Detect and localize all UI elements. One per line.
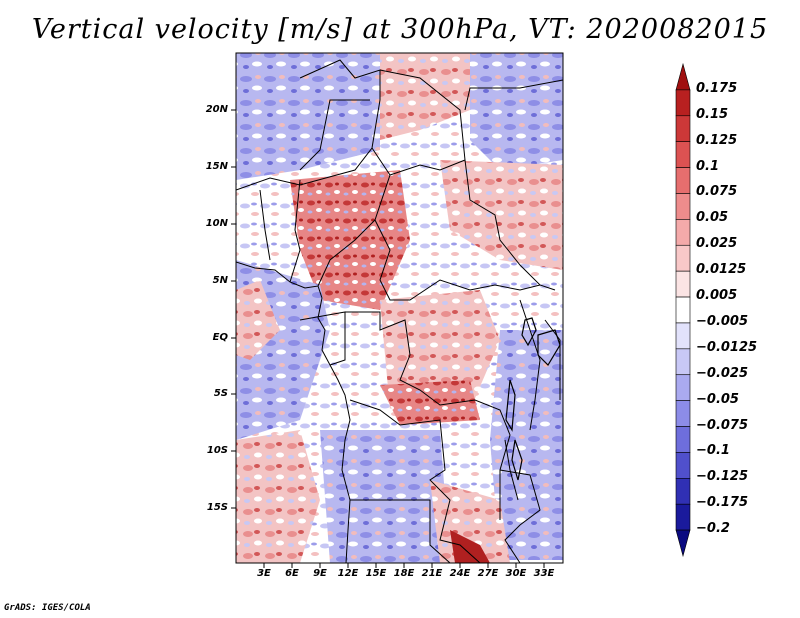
colorbar-label: 0.075 — [696, 184, 738, 200]
lakes — [505, 317, 561, 481]
lon-label-15e: 15E — [365, 568, 387, 579]
lat-label-5s: 5S — [213, 388, 228, 399]
country-borders — [236, 59, 563, 563]
colorbar-label: 0.1 — [696, 158, 720, 174]
colorbar — [675, 62, 691, 558]
lon-label-21e: 21E — [421, 568, 443, 579]
colorbar-segment — [675, 244, 691, 272]
colorbar-segment — [675, 322, 691, 350]
lat-label-15n: 15N — [205, 161, 228, 172]
lat-ticks — [231, 109, 236, 509]
lon-label-30e: 30E — [505, 568, 527, 579]
colorbar-segment — [675, 89, 691, 117]
colorbar-label: 0.0125 — [696, 262, 747, 278]
colorbar-segment — [675, 167, 691, 194]
lon-label-24e: 24E — [449, 568, 471, 579]
lon-label-27e: 27E — [477, 568, 499, 579]
colorbar-label: 0.005 — [696, 288, 738, 304]
colorbar-segment — [675, 193, 691, 220]
colorbar-label: −0.005 — [696, 313, 749, 329]
colorbar-segment — [675, 115, 691, 142]
colorbar-segment — [675, 452, 691, 479]
lat-label-eq: EQ — [212, 332, 228, 343]
colorbar-label: −0.1 — [696, 443, 730, 459]
colorbar-label: 0.025 — [696, 236, 738, 252]
lat-label-15s: 15S — [206, 502, 228, 513]
colorbar-label: −0.025 — [696, 365, 749, 381]
colorbar-label: 0.175 — [696, 80, 738, 96]
colorbar-label: −0.05 — [696, 391, 739, 407]
colorbar-segment — [675, 270, 691, 298]
colorbar-segment — [675, 400, 691, 427]
colorbar-segment — [675, 141, 691, 168]
lon-label-6e: 6E — [285, 568, 299, 579]
colorbar-label: −0.075 — [696, 417, 749, 433]
colorbar-segment — [675, 374, 691, 401]
colorbar-segment — [675, 529, 691, 558]
colorbar-segment — [675, 348, 691, 376]
colorbar-segment — [675, 62, 691, 91]
colorbar-segment — [675, 426, 691, 453]
map-frame — [235, 52, 564, 564]
lon-label-12e: 12E — [337, 568, 359, 579]
colorbar-label: 0.125 — [696, 132, 738, 148]
lon-ticks — [263, 563, 545, 568]
lon-label-18e: 18E — [393, 568, 415, 579]
colorbar-label: −0.175 — [696, 495, 749, 511]
colorbar-label: 0.15 — [696, 106, 729, 122]
velocity-field — [236, 53, 563, 563]
lat-label-10s: 10S — [206, 445, 228, 456]
colorbar-segment — [675, 296, 691, 324]
map-title: Vertical velocity [m/s] at 300hPa, VT: 2… — [31, 14, 769, 45]
colorbar-label: −0.0125 — [696, 339, 758, 355]
colorbar-segment — [675, 478, 691, 505]
colorbar-label: −0.2 — [696, 521, 730, 537]
colorbar-label: −0.125 — [696, 469, 749, 485]
lat-label-10n: 10N — [205, 218, 228, 229]
colorbar-label: 0.05 — [696, 210, 729, 226]
colorbar-segment — [675, 503, 691, 531]
lon-label-33e: 33E — [533, 568, 555, 579]
lat-label-5n: 5N — [212, 275, 228, 286]
lon-label-9e: 9E — [313, 568, 327, 579]
colorbar-segment — [675, 219, 691, 246]
lon-label-3e: 3E — [257, 568, 271, 579]
grads-credit: GrADS: IGES/COLA — [4, 603, 91, 613]
lat-label-20n: 20N — [205, 104, 228, 115]
